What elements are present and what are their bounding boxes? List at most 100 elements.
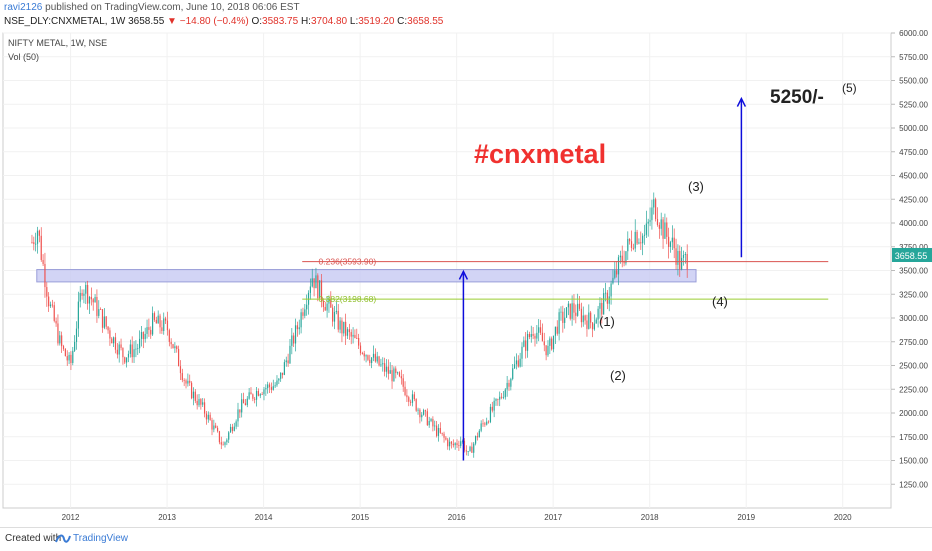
- candle-body: [281, 372, 284, 375]
- candle-body: [460, 441, 462, 446]
- candle-body: [261, 394, 263, 396]
- candle-body: [441, 432, 443, 434]
- fib-236-label: 0.236(3593.90): [319, 257, 377, 267]
- candle-body: [113, 337, 115, 344]
- hashtag-label: #cnxmetal: [474, 139, 606, 169]
- candle-body: [526, 333, 529, 351]
- y-tick-label: 4750.00: [899, 148, 928, 157]
- candle-body: [463, 440, 466, 451]
- candle-body: [272, 386, 274, 390]
- candle-body: [510, 378, 512, 387]
- support-zone[interactable]: [36, 269, 697, 283]
- candle-body: [586, 320, 588, 329]
- candle-body: [590, 312, 592, 323]
- y-tick-label: 2250.00: [899, 385, 928, 394]
- candle-body: [330, 298, 332, 308]
- candle-body: [508, 382, 510, 387]
- candle-body: [172, 344, 174, 349]
- candle-body: [194, 391, 196, 401]
- candle-body: [341, 320, 343, 334]
- candle-body: [131, 344, 133, 358]
- candle-body: [662, 219, 664, 239]
- candle-body: [500, 396, 503, 398]
- candle-body: [393, 368, 395, 382]
- candle-body: [213, 425, 215, 430]
- candle-body: [411, 394, 414, 403]
- candle-body: [528, 333, 531, 338]
- candle-body: [471, 446, 473, 453]
- candle-body: [630, 241, 633, 248]
- candle-body: [658, 225, 660, 229]
- y-tick-label: 4000.00: [899, 219, 928, 228]
- candle-body: [159, 315, 161, 328]
- candle-body: [476, 436, 479, 438]
- y-tick-label: 5250.00: [899, 100, 928, 109]
- candle-body: [79, 292, 81, 302]
- candle-body: [61, 335, 63, 347]
- created-with-label: Created with: [5, 533, 62, 544]
- candle-body: [345, 321, 347, 336]
- candle-body: [413, 394, 415, 400]
- candle-body: [124, 357, 126, 363]
- candle-body: [207, 414, 209, 420]
- candle-body: [242, 399, 245, 404]
- candle-body: [55, 320, 57, 324]
- candle-body: [114, 337, 117, 350]
- candle-body: [250, 392, 252, 395]
- candle-body: [666, 222, 668, 237]
- candle-body: [502, 397, 505, 399]
- candle-body: [278, 378, 280, 381]
- candle-body: [664, 222, 666, 239]
- candle-body: [241, 399, 243, 413]
- author-link[interactable]: ravi2126: [4, 2, 43, 13]
- high-value: 3704.80: [310, 16, 348, 27]
- candle-body: [168, 330, 170, 342]
- candle-body: [311, 278, 313, 287]
- candle-body: [601, 302, 603, 315]
- symbol-line: NSE_DLY:CNXMETAL, 1W 3658.55 ▼ −14.80 (−…: [4, 16, 443, 27]
- candle-body: [348, 329, 350, 333]
- publish-info: published on TradingView.com, June 10, 2…: [45, 2, 300, 13]
- candle-body: [190, 382, 193, 399]
- candle-body: [497, 399, 499, 400]
- low-value: 3519.20: [358, 16, 395, 27]
- candle-body: [346, 329, 349, 336]
- candle-body: [421, 414, 423, 418]
- candle-body: [333, 311, 336, 322]
- x-tick-label: 2012: [62, 513, 80, 522]
- wave-4-label: (4): [712, 294, 728, 309]
- candle-body: [419, 409, 421, 418]
- chart-area[interactable]: 1250.00 1500.00 1750.00 2000.00 2250.00 2500.…: [0, 29, 932, 525]
- open-label: O:: [251, 16, 263, 27]
- candle-body: [621, 255, 623, 262]
- candle-body: [374, 353, 376, 362]
- candle-body: [504, 389, 506, 398]
- candle-body: [437, 427, 440, 436]
- candle-body: [400, 376, 402, 379]
- candle-body: [634, 231, 636, 249]
- candle-body: [671, 237, 673, 243]
- candle-body: [525, 340, 527, 351]
- candle-body: [595, 319, 597, 324]
- candle-body: [228, 432, 230, 440]
- candle-body: [636, 231, 638, 244]
- candle-body: [573, 303, 575, 313]
- candle-body: [257, 390, 260, 396]
- candle-body: [48, 296, 50, 307]
- candle-body: [291, 335, 293, 346]
- tradingview-link[interactable]: TradingView: [73, 533, 129, 544]
- candle-body: [111, 338, 113, 344]
- candle-body: [478, 430, 480, 438]
- candle-body: [254, 398, 256, 400]
- tradingview-logo-icon[interactable]: [55, 531, 71, 548]
- candle-body: [371, 357, 373, 364]
- candle-body: [203, 402, 206, 414]
- candle-body: [640, 242, 642, 244]
- candle-body: [44, 263, 46, 288]
- candle-body: [239, 409, 241, 413]
- candle-body: [545, 345, 547, 356]
- price-axis: 1250.00 1500.00 1750.00 2000.00 2250.00 2500.…: [891, 29, 929, 489]
- price-chart[interactable]: 1250.00 1500.00 1750.00 2000.00 2250.00 2500.…: [0, 29, 932, 525]
- candle-body: [543, 341, 545, 346]
- candle-body: [430, 418, 432, 421]
